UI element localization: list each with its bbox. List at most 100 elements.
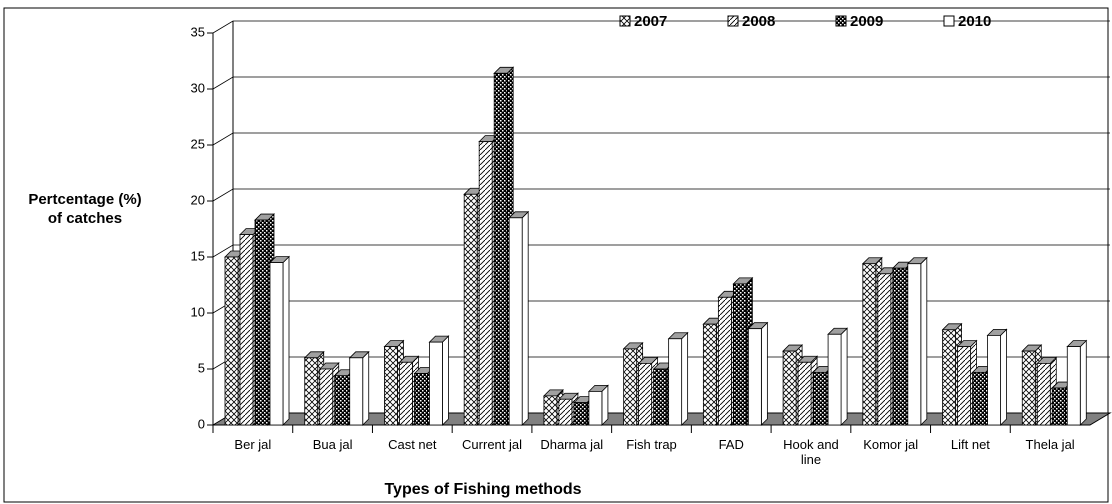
legend-swatch bbox=[943, 15, 955, 27]
x-tick-label: Current jal bbox=[462, 437, 523, 452]
bar bbox=[399, 361, 413, 426]
x-tick-label: Cast net bbox=[388, 437, 437, 452]
bar bbox=[319, 368, 334, 426]
bar-side bbox=[681, 331, 689, 426]
bar bbox=[623, 348, 638, 426]
legend-swatch bbox=[727, 15, 739, 27]
bar bbox=[269, 262, 284, 426]
plot: 0 5 10 15 20 25 30 35 2007 2008 2009 2010 bbox=[191, 13, 1112, 433]
bar-group bbox=[1036, 356, 1058, 426]
legend-swatch bbox=[619, 15, 631, 27]
y-tick-label: 15 bbox=[191, 248, 205, 263]
frame bbox=[3, 7, 1109, 503]
bar bbox=[1036, 362, 1051, 426]
y-tick-label: 0 bbox=[198, 416, 205, 431]
x-tick-label: Dharma jal bbox=[540, 437, 604, 452]
y-tick-label: 35 bbox=[191, 24, 205, 39]
bar-side bbox=[282, 255, 290, 426]
x-tick-label: Hook and line bbox=[783, 437, 839, 467]
bar bbox=[797, 361, 812, 426]
bar-group bbox=[667, 331, 689, 426]
bar bbox=[877, 273, 892, 426]
bar-group bbox=[348, 350, 370, 426]
bar bbox=[573, 402, 588, 426]
bar bbox=[782, 350, 797, 426]
bar bbox=[463, 193, 478, 426]
bar-group bbox=[827, 327, 849, 426]
bar bbox=[414, 373, 428, 426]
y-tick-label: 25 bbox=[191, 136, 205, 151]
bar-group bbox=[508, 210, 530, 426]
bar-group bbox=[428, 335, 450, 426]
bar bbox=[702, 323, 717, 426]
bar-side bbox=[840, 327, 848, 426]
bar bbox=[304, 357, 319, 426]
y-tick-label: 10 bbox=[191, 304, 205, 319]
bar-side bbox=[1079, 339, 1087, 426]
grid-line bbox=[212, 132, 1110, 146]
y-tick-label: 20 bbox=[191, 192, 205, 207]
y-axis-title: Pertcentage (%) of catches bbox=[28, 191, 142, 227]
bar bbox=[747, 328, 762, 426]
x-tick-label: Fish trap bbox=[626, 437, 677, 452]
bar bbox=[334, 375, 349, 426]
x-tick-label: Ber jal bbox=[234, 437, 272, 452]
y-tick-label: 5 bbox=[198, 360, 205, 375]
bar-group bbox=[1066, 339, 1088, 426]
y-tick-label: 30 bbox=[191, 80, 205, 95]
bar bbox=[384, 346, 398, 426]
bar-side bbox=[362, 350, 370, 426]
bar bbox=[812, 371, 827, 426]
bar-side bbox=[1000, 328, 1007, 426]
legend-label: 2007 bbox=[634, 13, 667, 30]
bar-side bbox=[521, 210, 529, 426]
bar-side bbox=[760, 321, 768, 426]
grid-line bbox=[212, 188, 1110, 202]
bar bbox=[349, 357, 364, 426]
bar bbox=[653, 368, 668, 426]
bar bbox=[224, 256, 239, 426]
bar bbox=[478, 141, 493, 426]
bar bbox=[429, 341, 443, 426]
bar bbox=[717, 296, 732, 426]
bar-group bbox=[906, 256, 928, 426]
legend-swatch bbox=[835, 15, 847, 27]
bar bbox=[558, 398, 573, 426]
bar bbox=[1021, 350, 1036, 426]
legend-label: 2008 bbox=[742, 13, 775, 30]
bar bbox=[957, 346, 971, 426]
bar-group bbox=[747, 321, 769, 426]
bar bbox=[493, 72, 508, 426]
bar bbox=[827, 333, 842, 426]
bar bbox=[638, 362, 653, 426]
bar bbox=[588, 390, 603, 426]
bar bbox=[543, 395, 558, 426]
grid-line bbox=[212, 244, 1110, 258]
x-tick-label: FAD bbox=[718, 437, 744, 452]
bar-group bbox=[254, 213, 275, 426]
bar bbox=[668, 338, 683, 426]
bar-group bbox=[587, 384, 609, 426]
bar bbox=[254, 219, 269, 426]
bar-side bbox=[601, 384, 609, 426]
grid-line bbox=[212, 300, 1110, 314]
bar bbox=[1051, 387, 1066, 426]
x-tick-label: Komor jal bbox=[863, 437, 919, 452]
bar bbox=[972, 371, 986, 426]
bar bbox=[862, 263, 877, 426]
bar-group bbox=[986, 328, 1008, 426]
x-axis-title: Types of Fishing methods bbox=[384, 481, 582, 498]
x-tick-label: Thela jal bbox=[1025, 437, 1075, 452]
bar-group bbox=[269, 255, 290, 426]
bar bbox=[892, 267, 907, 426]
legend-label: 2010 bbox=[958, 13, 991, 30]
x-tick-label: Bua jal bbox=[312, 437, 353, 452]
bar-side bbox=[920, 256, 928, 426]
bar bbox=[508, 217, 523, 426]
bar bbox=[987, 334, 1001, 426]
legend-label: 2009 bbox=[850, 13, 883, 30]
grid-line bbox=[212, 76, 1110, 90]
x-tick-label: Lift net bbox=[950, 437, 990, 452]
